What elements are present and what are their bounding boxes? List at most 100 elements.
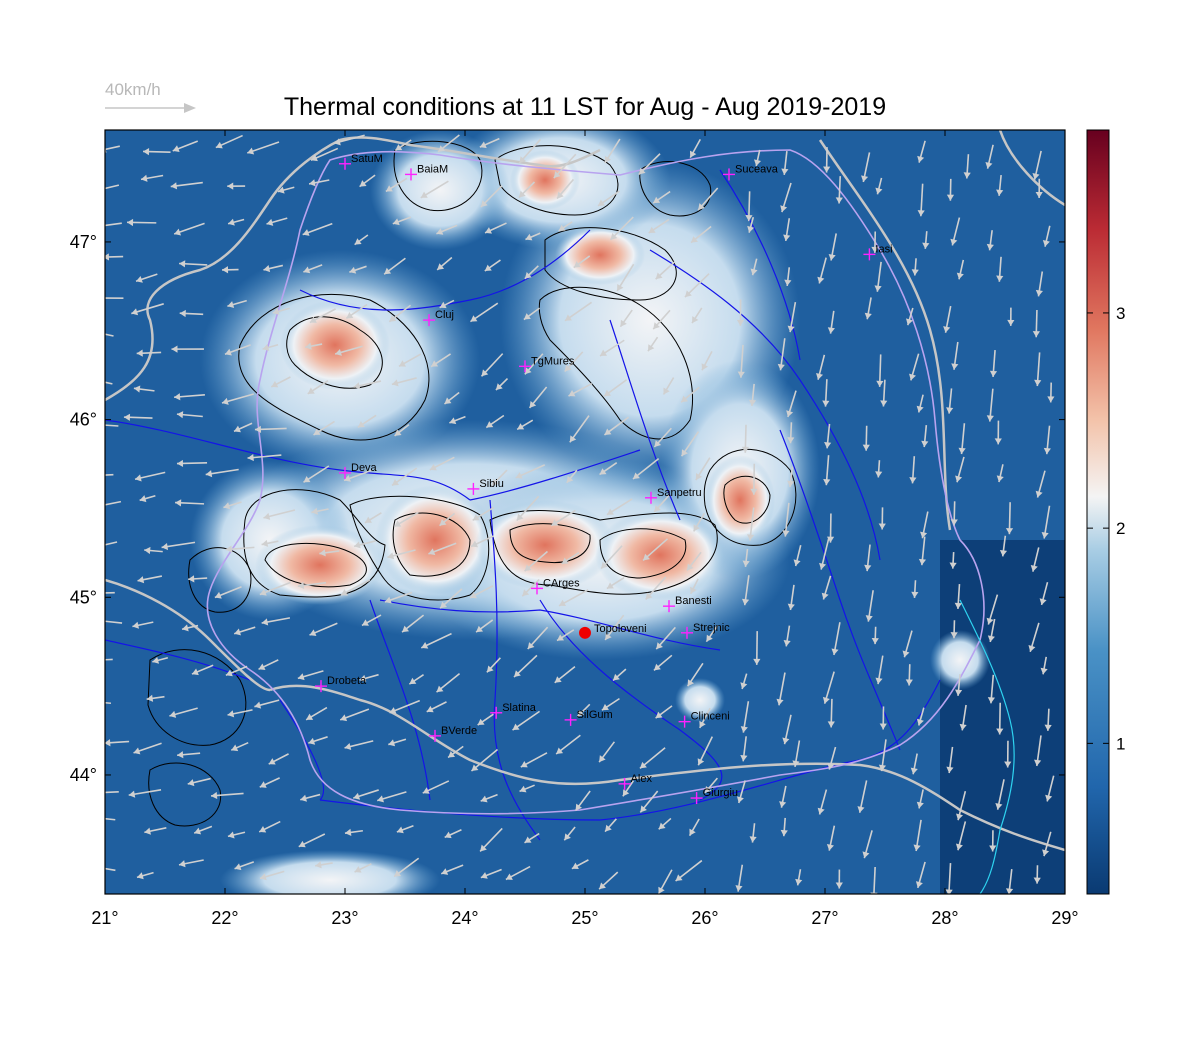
wind-arrow	[554, 665, 576, 684]
wind-arrow	[263, 264, 284, 273]
wind-arrow	[470, 748, 499, 772]
city-bverde: BVerde	[429, 725, 477, 742]
wind-arrow	[308, 179, 330, 187]
wind-arrow	[221, 393, 254, 405]
wind-scale-arrow	[105, 103, 196, 113]
wind-arrow	[911, 258, 919, 276]
wind-arrow	[521, 579, 540, 597]
wind-arrow	[598, 741, 616, 763]
city-label: Alex	[631, 773, 653, 785]
wind-arrow	[353, 789, 379, 800]
wind-arrow	[876, 354, 884, 387]
wind-arrow	[383, 257, 406, 275]
wind-arrow	[918, 536, 927, 566]
wind-arrow	[176, 411, 203, 419]
wind-arrow	[298, 833, 326, 848]
wind-arrow	[225, 665, 248, 677]
wind-arrow	[270, 376, 291, 388]
wind-arrow	[105, 333, 114, 337]
wind-arrow	[556, 178, 575, 200]
wind-arrow	[263, 509, 296, 520]
wind-arrow	[477, 713, 494, 726]
city-suceava: Suceava	[723, 163, 779, 181]
wind-arrow	[225, 545, 255, 553]
wind-arrow	[776, 672, 786, 706]
wind-arrow	[223, 501, 242, 510]
wind-arrow	[690, 225, 712, 244]
wind-arrow	[444, 829, 462, 839]
wind-arrow	[384, 591, 413, 604]
wind-arrow	[573, 255, 591, 269]
wind-arrow	[344, 828, 363, 836]
wind-arrow	[105, 500, 122, 506]
map-title: Thermal conditions at 11 LST for Aug - A…	[283, 93, 887, 121]
wind-arrow	[143, 148, 171, 156]
wind-arrow	[408, 674, 424, 685]
wind-arrow	[787, 422, 795, 444]
wind-arrow	[1004, 740, 1012, 768]
wind-arrow	[401, 614, 425, 633]
wind-arrow	[333, 134, 365, 146]
wind-arrow	[612, 668, 627, 682]
wind-arrow	[133, 385, 155, 393]
wind-arrow	[391, 467, 418, 487]
wind-arrow	[741, 575, 750, 606]
wind-arrow	[878, 739, 887, 772]
colorbar-tick-label: 1	[1116, 734, 1125, 753]
city-label: Slatina	[502, 702, 537, 714]
wind-arrow	[955, 821, 967, 851]
wind-arrow	[571, 859, 589, 870]
wind-arrow	[359, 673, 379, 682]
wind-arrow	[879, 706, 887, 730]
wind-arrow	[480, 185, 503, 208]
wind-arrow	[524, 353, 544, 375]
wind-arrow	[512, 710, 541, 731]
wind-arrow	[954, 583, 962, 610]
wind-arrow	[132, 621, 154, 629]
wind-arrow	[697, 187, 719, 211]
wind-arrow	[339, 708, 370, 722]
wind-arrow	[909, 353, 920, 381]
wind-arrow	[440, 864, 464, 875]
wind-arrow	[691, 307, 703, 324]
wind-arrow	[741, 424, 750, 453]
wind-arrow	[781, 151, 789, 175]
wind-arrow	[915, 861, 926, 889]
wind-arrow	[954, 674, 963, 696]
wind-arrow	[178, 859, 204, 868]
wind-arrow	[958, 423, 966, 455]
wind-arrow	[266, 217, 288, 226]
wind-arrow	[675, 859, 703, 882]
wind-arrow	[950, 217, 961, 246]
wind-arrow	[946, 178, 955, 201]
wind-arrow	[566, 469, 578, 484]
wind-arrow	[989, 830, 997, 852]
wind-arrow	[747, 216, 755, 233]
wind-arrow	[704, 777, 718, 794]
wind-arrow	[826, 825, 836, 851]
wind-arrow	[606, 576, 625, 590]
wind-arrow	[655, 260, 676, 280]
wind-arrow	[986, 388, 994, 422]
wind-arrow	[205, 468, 239, 478]
wind-arrow	[657, 869, 673, 894]
wind-arrow	[956, 259, 965, 280]
wind-arrow	[568, 382, 593, 397]
wind-arrow	[648, 218, 670, 234]
wind-arrow	[750, 463, 758, 495]
city-alex: Alex	[618, 773, 653, 790]
wind-arrow	[862, 425, 870, 451]
country-borders	[105, 130, 1065, 852]
colorbar	[1086, 129, 1110, 895]
highlight-marker	[579, 626, 591, 639]
lon-tick-label: 21°	[91, 908, 118, 928]
wind-arrow	[749, 823, 757, 843]
wind-arrow	[563, 826, 576, 841]
lon-tick-label: 29°	[1051, 908, 1078, 928]
wind-arrow	[609, 216, 634, 241]
black-sea-area	[940, 540, 1065, 894]
wind-arrow	[495, 377, 509, 391]
wind-arrow	[505, 865, 531, 881]
wind-arrow	[922, 231, 930, 249]
wind-arrow	[742, 548, 750, 567]
